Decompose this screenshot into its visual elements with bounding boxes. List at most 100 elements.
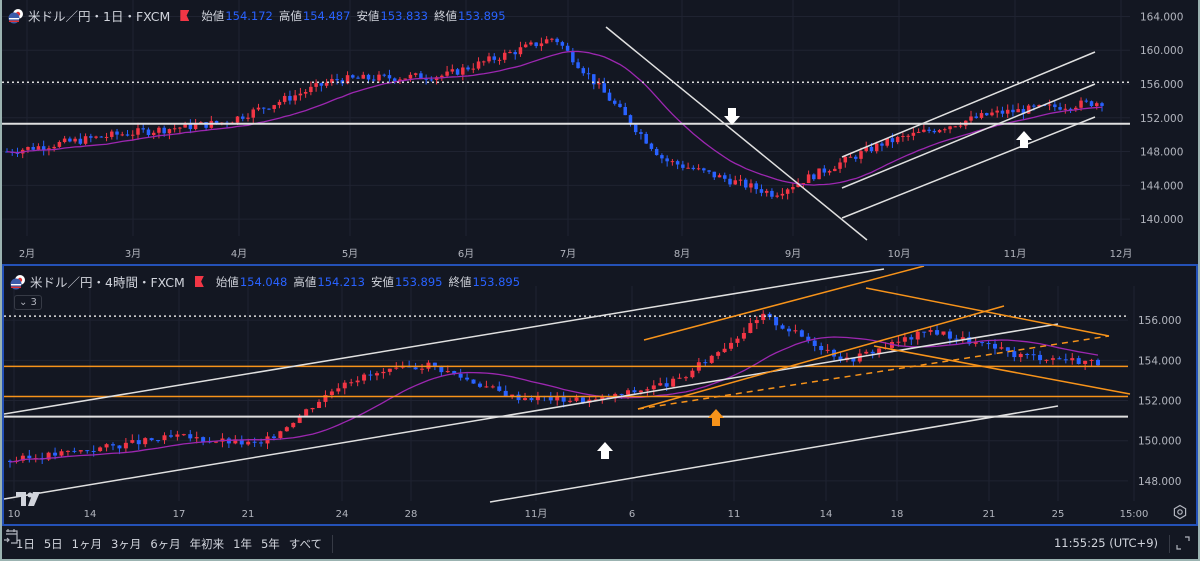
range-3m-button[interactable]: 3ヶ月 <box>110 536 142 551</box>
candle-body <box>529 398 534 401</box>
time-axis-label: 7月 <box>560 248 576 260</box>
candle-body <box>600 396 605 400</box>
indicator-collapse-button[interactable]: ⌄ 3 <box>14 295 42 310</box>
settings-icon[interactable] <box>1172 504 1188 520</box>
time-axis-label: 10 <box>8 509 21 520</box>
range-1d-button[interactable]: 1日 <box>16 536 35 551</box>
candle-body <box>529 42 533 45</box>
candle-body <box>1063 359 1068 361</box>
candle-body <box>46 452 51 460</box>
time-axis-label: 11 <box>728 509 741 520</box>
candle-body <box>256 107 261 110</box>
candle-body <box>568 400 573 402</box>
candle-body <box>271 436 276 439</box>
candle-body <box>586 73 591 75</box>
candle-body <box>649 143 654 149</box>
clock-timezone[interactable]: 11:55:25 (UTC+9) <box>1053 536 1158 550</box>
candle-body <box>523 44 528 48</box>
range-ytd-button[interactable]: 年初来 <box>189 536 225 551</box>
time-axis-label: 14 <box>820 509 833 520</box>
time-axis-label: 11月 <box>525 508 548 520</box>
candle-body <box>877 348 882 354</box>
price-axis-label: 148.000 <box>1138 476 1181 488</box>
candle-body <box>690 370 695 378</box>
candle-body <box>413 73 418 75</box>
candle-body <box>261 107 266 109</box>
candle-body <box>398 79 402 81</box>
range-5y-button[interactable]: 5年 <box>260 536 280 551</box>
range-1y-button[interactable]: 1年 <box>233 536 252 551</box>
price-axis-label: 152.000 <box>1140 113 1183 125</box>
candle-body <box>392 78 397 81</box>
candle-body <box>78 450 83 452</box>
candle-body <box>345 75 350 84</box>
candle-body <box>548 397 553 401</box>
price-axis-label: 152.000 <box>1138 396 1181 408</box>
candle-body <box>362 374 367 381</box>
candle-body <box>623 106 627 116</box>
candle-body <box>298 93 303 96</box>
down-arrow-icon <box>724 108 740 125</box>
candle-body <box>1100 103 1104 106</box>
fullscreen-icon[interactable] <box>1176 536 1190 550</box>
time-axis-label: 18 <box>891 509 904 520</box>
candle-body <box>738 179 743 181</box>
candle-body <box>607 92 612 101</box>
time-axis-label: 14 <box>84 509 97 520</box>
candle-body <box>728 178 732 185</box>
candle-body <box>15 152 20 154</box>
time-axis-label: 12月 <box>1110 248 1133 260</box>
daily-candlestick-chart[interactable]: 164.000 160.000 156.000 152.000 148.000 144.0… <box>2 0 1198 262</box>
candle-body <box>324 82 329 86</box>
toolbar-divider <box>1169 535 1170 553</box>
candle-body <box>859 151 863 159</box>
candle-body <box>793 330 798 332</box>
candle-body <box>786 328 791 332</box>
candle-body <box>304 409 309 416</box>
range-5d-button[interactable]: 5日 <box>43 536 63 551</box>
candle-body <box>819 345 824 351</box>
range-all-button[interactable]: すべて <box>288 536 323 551</box>
candle-body <box>41 146 46 150</box>
4h-chart-pane[interactable]: 米ドル／円・4時間・FXCM 始値 154.048 高値 154.213 安値 153… <box>2 264 1198 526</box>
symbol-title[interactable]: 米ドル／円・1日・FXCM <box>28 9 171 24</box>
candle-body <box>319 83 324 86</box>
time-axis-label: 21 <box>983 509 996 520</box>
orange-channel-top <box>643 266 925 341</box>
candle-body <box>580 397 585 403</box>
candle-body <box>31 146 35 150</box>
go-to-date-icon[interactable] <box>4 529 361 553</box>
candle-body <box>503 390 508 397</box>
candle-body <box>429 79 434 81</box>
close-label: 終値 <box>448 274 472 289</box>
candle-body <box>1005 347 1010 352</box>
candle-body <box>420 368 425 370</box>
candle-body <box>162 435 167 441</box>
range-1m-button[interactable]: 1ヶ月 <box>71 536 102 551</box>
candle-body <box>880 143 884 146</box>
candle-body <box>838 356 843 361</box>
candle-body <box>432 362 437 367</box>
candle-body <box>916 131 921 133</box>
candle-body <box>576 62 580 69</box>
candle-body <box>130 440 135 443</box>
symbol-title[interactable]: 米ドル／円・4時間・FXCM <box>30 275 185 290</box>
candle-body <box>1058 107 1062 110</box>
candle-body <box>309 86 313 93</box>
candle-body <box>518 47 523 55</box>
4h-candlestick-chart[interactable]: 156.000 154.000 152.000 150.000 148.000 10 14 1… <box>4 266 1196 524</box>
time-axis-label: 6 <box>629 509 635 520</box>
candle-body <box>775 195 779 197</box>
usdjpy-flag-icon <box>10 274 26 290</box>
daily-chart-pane[interactable]: 米ドル／円・1日・FXCM 始値 154.172 高値 154.487 安値 153.… <box>2 0 1198 262</box>
candle-body <box>277 101 282 106</box>
candle-body <box>675 161 680 165</box>
candle-body <box>482 61 486 63</box>
candle-body <box>178 127 182 129</box>
high-value: 154.487 <box>302 8 351 23</box>
candle-body <box>613 100 617 104</box>
price-axis-label: 144.000 <box>1140 180 1183 192</box>
candle-body <box>120 134 125 136</box>
range-6m-button[interactable]: 6ヶ月 <box>150 536 181 551</box>
candle-body <box>1053 104 1057 108</box>
